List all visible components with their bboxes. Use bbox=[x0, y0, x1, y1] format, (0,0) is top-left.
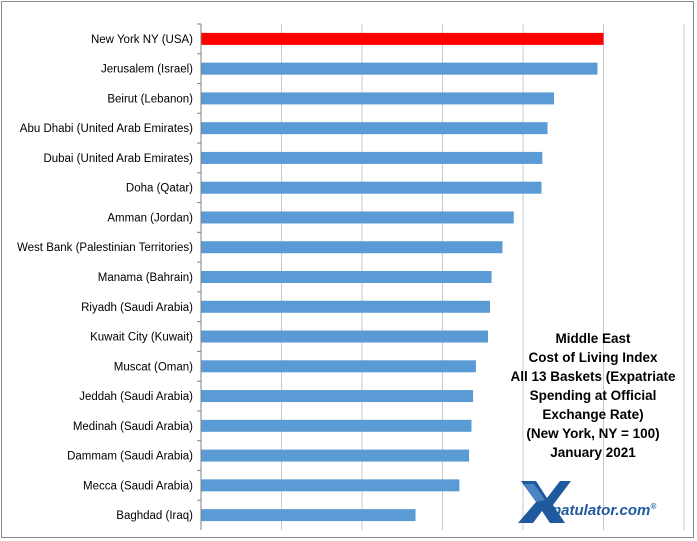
bar bbox=[201, 151, 543, 164]
bar bbox=[201, 211, 514, 224]
bar bbox=[201, 330, 488, 343]
bar bbox=[201, 181, 542, 194]
title-line: Middle East bbox=[555, 331, 631, 346]
bar bbox=[201, 92, 554, 105]
title-line: January 2021 bbox=[550, 445, 636, 460]
category-label: New York NY (USA) bbox=[91, 34, 193, 46]
bar bbox=[201, 419, 472, 432]
category-label: Abu Dhabi (United Arab Emirates) bbox=[20, 123, 193, 135]
bar bbox=[201, 122, 548, 135]
title-line: Exchange Rate) bbox=[542, 407, 644, 422]
category-label: Muscat (Oman) bbox=[114, 361, 193, 373]
category-label: Doha (Qatar) bbox=[126, 183, 193, 195]
bar bbox=[201, 300, 490, 313]
category-label: Dammam (Saudi Arabia) bbox=[67, 451, 193, 463]
x-logo-icon bbox=[518, 481, 571, 523]
title-line: All 13 Baskets (Expatriate bbox=[510, 369, 676, 384]
logo-text: patulator.com® bbox=[552, 502, 656, 519]
category-label: Beirut (Lebanon) bbox=[107, 93, 193, 105]
bar bbox=[201, 271, 492, 283]
category-label: West Bank (Palestinian Territories) bbox=[17, 242, 193, 254]
category-labels: New York NY (USA) Jerusalem (Israel) Beiru… bbox=[17, 23, 201, 522]
bar bbox=[201, 509, 416, 522]
bars bbox=[201, 32, 604, 522]
category-label: Jerusalem (Israel) bbox=[101, 64, 193, 76]
bar bbox=[201, 449, 470, 462]
xpatulator-logo: patulator.com® bbox=[515, 478, 675, 526]
bar bbox=[201, 32, 604, 45]
category-label: Jeddah (Saudi Arabia) bbox=[79, 391, 193, 403]
bar bbox=[201, 360, 476, 373]
bar bbox=[201, 390, 474, 403]
category-label: Kuwait City (Kuwait) bbox=[90, 332, 193, 344]
logo-trademark: ® bbox=[650, 502, 657, 511]
bar bbox=[201, 62, 598, 75]
title-line: (New York, NY = 100) bbox=[526, 426, 660, 441]
category-label: Medinah (Saudi Arabia) bbox=[73, 421, 193, 433]
bar bbox=[201, 479, 460, 492]
chart-title: Middle East Cost of Living Index All 13 … bbox=[507, 329, 679, 462]
category-label: Dubai (United Arab Emirates) bbox=[43, 153, 193, 165]
category-label: Mecca (Saudi Arabia) bbox=[83, 480, 193, 492]
category-label: Amman (Jordan) bbox=[107, 212, 193, 224]
title-line: Spending at Official bbox=[529, 388, 657, 403]
logo-name: patulator.com bbox=[552, 502, 651, 519]
category-label: Manama (Bahrain) bbox=[98, 272, 193, 284]
title-line: Cost of Living Index bbox=[528, 350, 658, 365]
category-label: Baghdad (Iraq) bbox=[116, 510, 193, 522]
category-label: Riyadh (Saudi Arabia) bbox=[81, 302, 193, 314]
bar bbox=[201, 241, 503, 254]
